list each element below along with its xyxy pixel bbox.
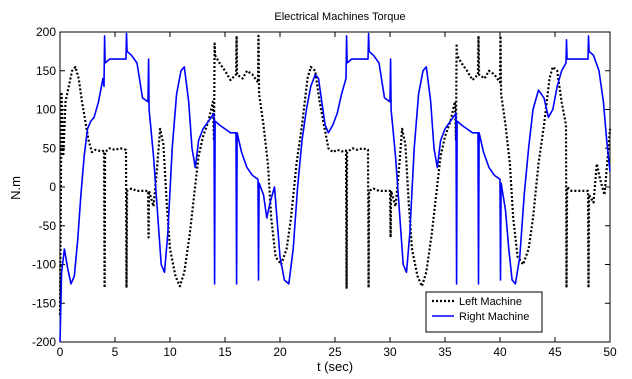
x-tick-label: 5 [112,345,119,359]
y-tick-label: -100 [32,258,56,272]
y-tick-label: -50 [39,219,57,233]
x-axis-label: t (sec) [317,359,353,374]
legend-label: Right Machine [459,311,529,323]
y-tick-label: 0 [49,180,56,194]
x-tick-label: 0 [57,345,64,359]
x-tick-label: 50 [603,345,617,359]
chart-title: Electrical Machines Torque [274,11,405,23]
y-tick-label: 50 [43,141,57,155]
x-tick-label: 40 [493,345,507,359]
y-tick-label: -200 [32,335,56,349]
plot-area [59,31,611,343]
series-line-1 [59,32,611,343]
y-tick-label: 200 [36,25,56,39]
legend-label: Left Machine [459,296,522,308]
legend-box [425,291,543,333]
x-tick-label: 35 [438,345,452,359]
x-tick-label: 25 [328,345,342,359]
x-tick-label: 30 [383,345,397,359]
y-tick-label: -150 [32,296,56,310]
x-tick-label: 45 [548,345,562,359]
data-series [58,32,612,343]
x-tick-label: 15 [218,345,232,359]
y-tick-label: 100 [36,103,56,117]
legend: Left Machine Right Machine [425,291,543,333]
axis-ticks: 0 5 10 15 20 25 30 35 40 45 50 -200 -150 -100 -50 0 50 10… [32,25,617,359]
x-tick-label: 10 [163,345,177,359]
y-tick-label: 150 [36,64,56,78]
y-axis-label: N.m [8,176,23,200]
x-tick-label: 20 [273,345,287,359]
